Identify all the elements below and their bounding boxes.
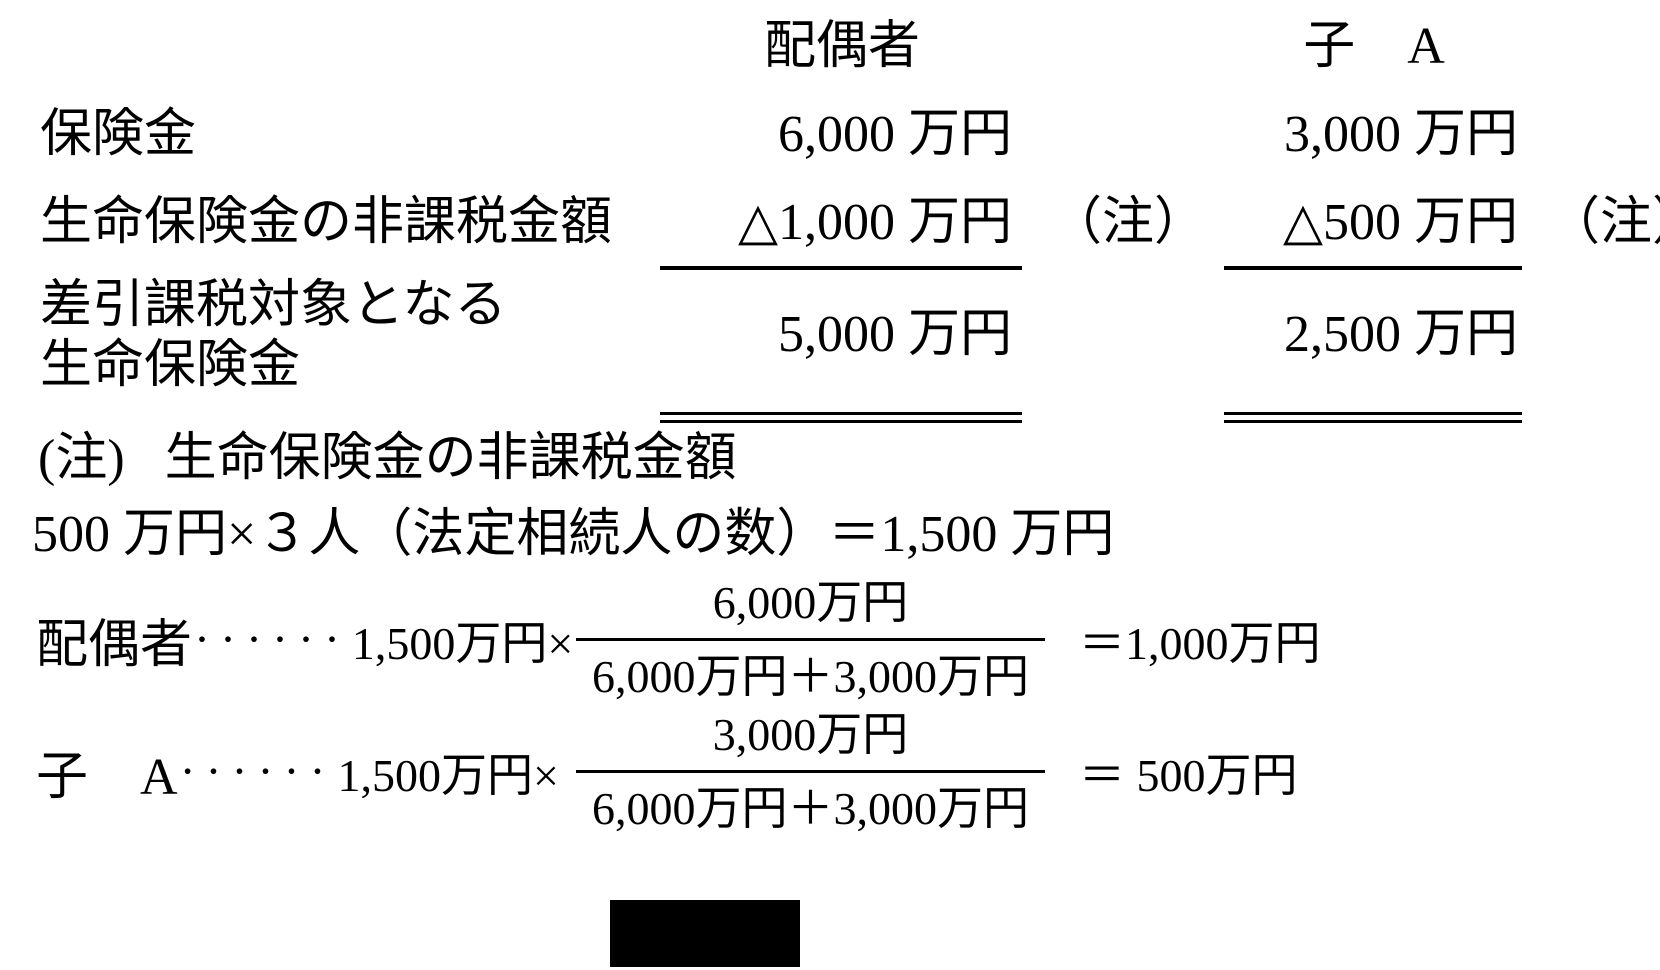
allocation-child-fraction: 3,000万円 6,000万円＋3,000万円 bbox=[576, 707, 1045, 836]
allocation-child-result: ＝ 500万円 bbox=[1079, 749, 1298, 801]
allocation-spouse-leader-dots: ······ bbox=[194, 613, 350, 667]
column-header-child: 子 A bbox=[1303, 18, 1445, 75]
note-heading: (注) 生命保険金の非課税金額 bbox=[38, 428, 737, 490]
subtotal-rule-spouse bbox=[660, 266, 1022, 270]
note-heading-marker: (注) bbox=[38, 430, 125, 487]
allocation-spouse-name: 配偶者 bbox=[36, 617, 193, 675]
allocation-spouse-result: ＝1,000万円 bbox=[1079, 617, 1321, 669]
allocation-child-left: 子 A ······ 1,500万円× bbox=[36, 734, 576, 809]
column-header-spouse: 配偶者 bbox=[763, 18, 920, 75]
allocation-row-spouse: 配偶者 ······ 1,500万円× 6,000万円 6,000万円＋3,00… bbox=[36, 575, 1321, 704]
value-net-child: 2,500 万円 bbox=[1283, 306, 1518, 363]
total-rule-child bbox=[1224, 412, 1522, 423]
allocation-spouse-denominator: 6,000万円＋3,000万円 bbox=[576, 638, 1045, 704]
allocation-spouse-fraction: 6,000万円 6,000万円＋3,000万円 bbox=[576, 575, 1045, 704]
note-marker-spouse: （注） bbox=[1050, 194, 1207, 251]
row-label-insurance: 保険金 bbox=[40, 106, 197, 163]
allocation-child-multiplier: 1,500万円× bbox=[337, 749, 559, 801]
row-label-exclusion: 生命保険金の非課税金額 bbox=[40, 194, 613, 251]
value-insurance-spouse: 6,000 万円 bbox=[777, 106, 1012, 163]
row-label-net-line2: 生命保険金 bbox=[40, 337, 301, 394]
allocation-row-child: 子 A ······ 1,500万円× 3,000万円 6,000万円＋3,00… bbox=[36, 707, 1298, 836]
row-label-net-line1: 差引課税対象となる bbox=[40, 277, 507, 334]
redaction-box bbox=[610, 900, 800, 967]
allocation-spouse-left: 配偶者 ······ 1,500万円× bbox=[36, 602, 576, 677]
value-net-spouse: 5,000 万円 bbox=[777, 306, 1012, 363]
value-exclusion-spouse: △1,000 万円 bbox=[738, 194, 1012, 251]
total-rule-spouse bbox=[660, 412, 1022, 423]
note-heading-text: 生命保険金の非課税金額 bbox=[164, 430, 737, 487]
allocation-spouse-numerator: 6,000万円 bbox=[712, 577, 909, 628]
note-marker-child: （注） bbox=[1548, 194, 1660, 251]
allocation-child-denominator: 6,000万円＋3,000万円 bbox=[576, 770, 1045, 836]
allocation-child-numerator: 3,000万円 bbox=[712, 709, 909, 760]
allocation-child-leader-dots: ······ bbox=[179, 745, 336, 799]
allocation-spouse-multiplier: 1,500万円× bbox=[351, 617, 574, 669]
row-label-net: 差引課税対象となる 生命保険金 bbox=[40, 276, 506, 396]
value-exclusion-child: △500 万円 bbox=[1283, 194, 1518, 251]
value-insurance-child: 3,000 万円 bbox=[1283, 106, 1518, 163]
subtotal-rule-child bbox=[1224, 266, 1522, 270]
note-base-formula: 500 万円×３人（法定相続人の数）＝1,500 万円 bbox=[32, 506, 1115, 563]
allocation-child-name: 子 A bbox=[36, 749, 178, 807]
